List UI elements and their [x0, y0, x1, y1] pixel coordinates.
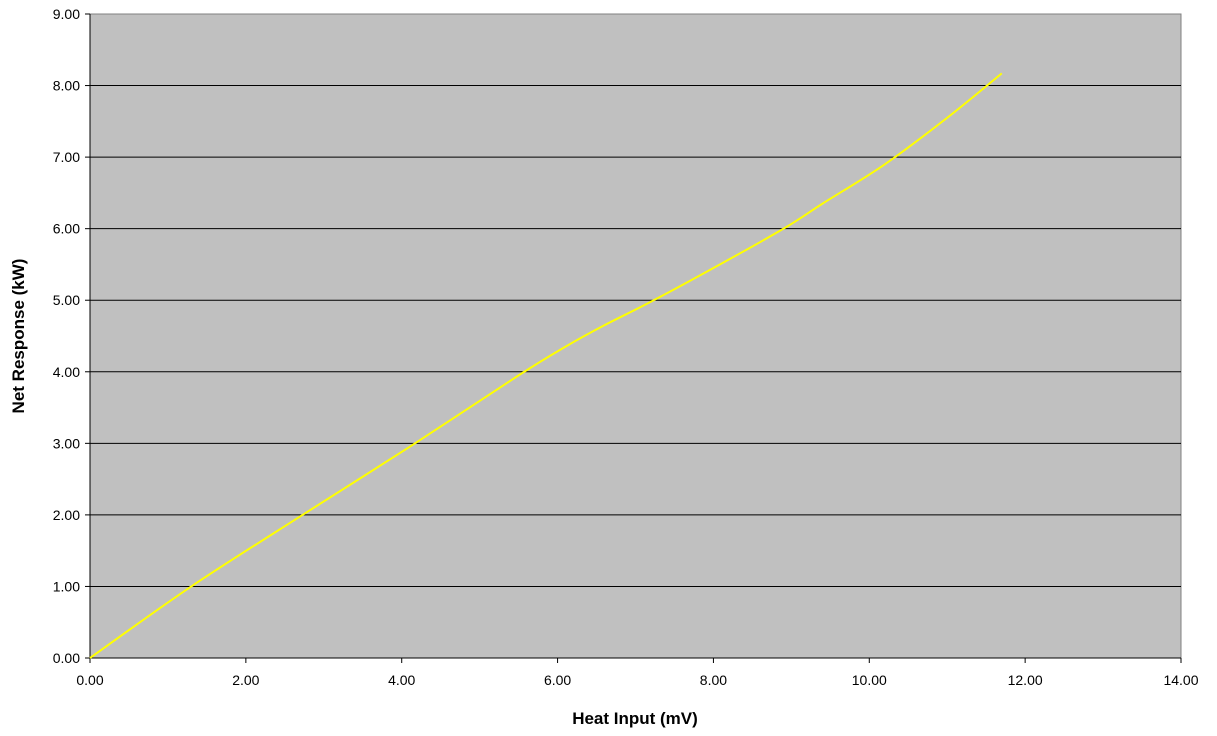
x-tick-label: 6.00	[544, 672, 571, 688]
y-tick-label: 4.00	[53, 364, 80, 380]
x-tick-label: 14.00	[1163, 672, 1198, 688]
x-tick-label: 4.00	[388, 672, 415, 688]
gridlines	[90, 85, 1181, 587]
x-axis-ticks: 0.00 2.00 4.00 6.00 8.00 10.00 12.00 14.00	[76, 658, 1199, 688]
x-axis-title: Heat Input (mV)	[572, 709, 698, 728]
y-tick-label: 5.00	[53, 292, 80, 308]
x-tick-label: 10.00	[852, 672, 887, 688]
x-tick-label: 0.00	[76, 672, 103, 688]
y-tick-label: 9.00	[53, 6, 80, 22]
y-tick-label: 1.00	[53, 578, 80, 594]
x-tick-label: 2.00	[232, 672, 259, 688]
y-tick-label: 3.00	[53, 435, 80, 451]
series-layer	[89, 72, 1003, 659]
series-line	[89, 72, 1003, 659]
y-tick-label: 2.00	[53, 507, 80, 523]
y-tick-label: 7.00	[53, 149, 80, 165]
x-tick-label: 12.00	[1008, 672, 1043, 688]
y-tick-label: 0.00	[53, 650, 80, 666]
x-tick-label: 8.00	[700, 672, 727, 688]
y-axis-ticks: 0.00 1.00 2.00 3.00 4.00 5.00 6.00 7.00 8.00 9.00	[53, 6, 90, 666]
y-tick-label: 6.00	[53, 221, 80, 237]
plot-area	[89, 13, 1182, 659]
y-tick-label: 8.00	[53, 78, 80, 94]
axes	[89, 14, 1181, 659]
y-axis-title: Net Response (kW)	[9, 259, 28, 414]
